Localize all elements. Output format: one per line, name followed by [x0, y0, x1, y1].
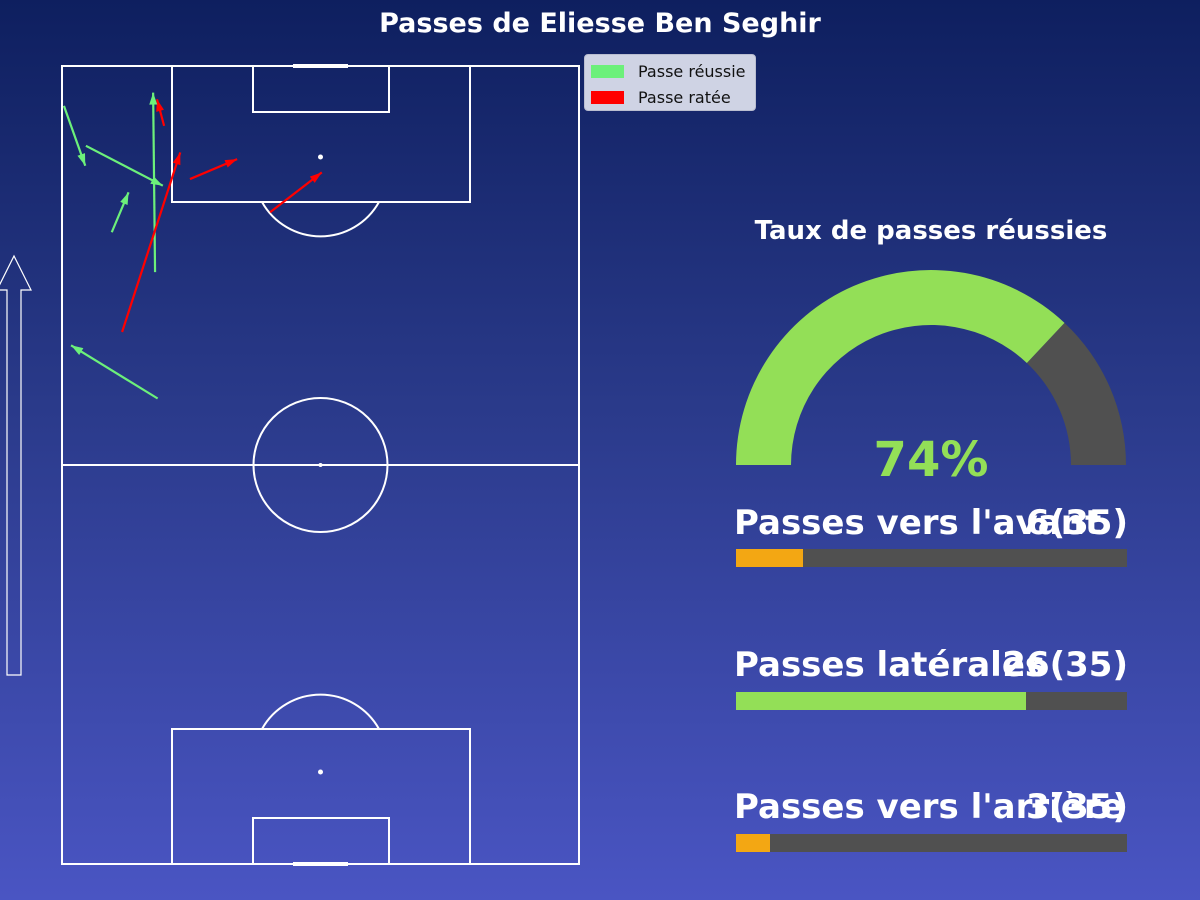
pass-line-success: [70, 344, 159, 400]
stat-backward-label: Passes vers l'arrière: [734, 787, 1124, 827]
gauge-title: Taux de passes réussies: [754, 216, 1108, 246]
stat-backward-bar: [736, 834, 1127, 852]
legend-item-success: Passe réussie: [591, 61, 746, 81]
pass-arrowhead-success: [149, 92, 158, 105]
stat-forward-label: Passes vers l'avant: [734, 503, 1102, 543]
stat-lateral-bar-fill: [736, 692, 1027, 710]
legend-swatch-success: [591, 64, 624, 78]
pass-arrowhead-fail: [172, 152, 181, 166]
legend-label-fail: Passe ratée: [638, 87, 731, 107]
stat-forward-value: 6(35): [1025, 503, 1128, 543]
stat-backward-bar-fill: [736, 834, 770, 852]
gauge-track: [1026, 322, 1126, 465]
stat-forward-bar: [736, 549, 1127, 567]
pass-line-success: [85, 144, 164, 187]
gauge-fill: [736, 269, 1065, 465]
pass-arrowhead-success: [120, 192, 129, 205]
stat-lateral-bar: [736, 692, 1127, 710]
gauge-percent: 74%: [873, 432, 989, 488]
stat-lateral-value: 26(35): [1002, 645, 1128, 685]
legend-item-fail: Passe ratée: [591, 87, 731, 107]
pass-arrowhead-fail: [224, 159, 238, 168]
pass-arrowhead-success: [77, 153, 86, 166]
passes-layer: [62, 92, 323, 400]
pass-arrowhead-success: [150, 176, 163, 186]
legend: Passe réussie Passe ratée: [584, 54, 756, 111]
legend-label-success: Passe réussie: [638, 61, 746, 81]
stat-lateral-label: Passes latérales: [734, 645, 1046, 685]
legend-swatch-fail: [591, 90, 624, 104]
attack-direction-arrow: [0, 254, 32, 676]
pass-arrowhead-success: [71, 345, 84, 355]
pass-arrowhead-fail: [156, 99, 164, 112]
pass-line-fail: [121, 152, 182, 333]
chart-title: Passes de Eliesse Ben Seghir: [379, 8, 821, 39]
stat-forward-bar-fill: [736, 549, 804, 567]
pitch-markings: [61, 64, 580, 866]
pass-arrowhead-fail: [309, 172, 322, 183]
pitch-spots: [318, 154, 323, 775]
success-rate-gauge: [736, 269, 1126, 465]
stat-backward-value: 3(35): [1025, 787, 1128, 827]
pitch-chart: [0, 64, 580, 866]
